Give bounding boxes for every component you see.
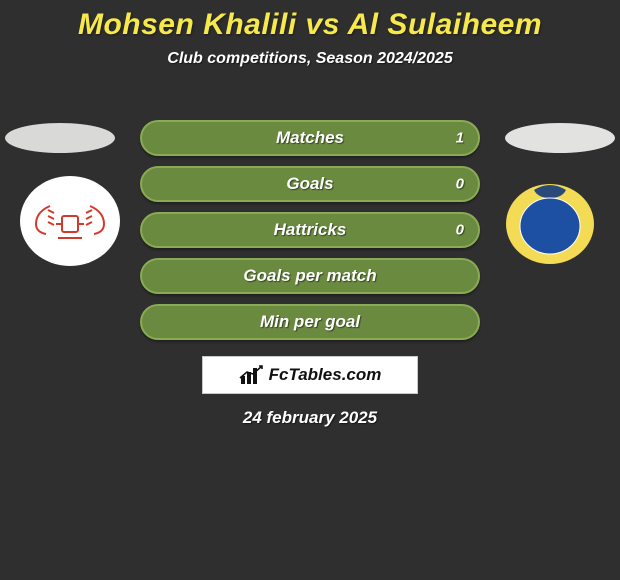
stat-right-value: 0 xyxy=(456,222,464,239)
trophy-wings-icon xyxy=(20,176,120,266)
stats-container: Matches 1 Goals 0 Hattricks 0 Goals per … xyxy=(140,120,480,350)
stat-pill-matches: Matches 1 xyxy=(140,120,480,156)
shield-crest-icon xyxy=(500,176,600,266)
club-badge-right xyxy=(500,176,600,266)
stat-pill-min-per-goal: Min per goal xyxy=(140,304,480,340)
watermark-box: FcTables.com xyxy=(202,356,418,394)
stat-right-value: 0 xyxy=(456,176,464,193)
stat-pill-goals: Goals 0 xyxy=(140,166,480,202)
flag-right xyxy=(505,123,615,153)
stat-label: Min per goal xyxy=(260,312,360,332)
generated-date: 24 february 2025 xyxy=(0,408,620,428)
stat-label: Goals per match xyxy=(243,266,376,286)
club-badge-left xyxy=(20,176,120,266)
stat-right-value: 1 xyxy=(456,130,464,147)
stat-label: Hattricks xyxy=(274,220,347,240)
season-subtitle: Club competitions, Season 2024/2025 xyxy=(0,50,620,68)
stat-pill-goals-per-match: Goals per match xyxy=(140,258,480,294)
stat-pill-hattricks: Hattricks 0 xyxy=(140,212,480,248)
flag-left xyxy=(5,123,115,153)
watermark-text: FcTables.com xyxy=(269,365,382,385)
stat-label: Goals xyxy=(286,174,333,194)
bar-chart-icon xyxy=(239,364,265,386)
page-title: Mohsen Khalili vs Al Sulaiheem xyxy=(0,0,620,42)
stat-label: Matches xyxy=(276,128,344,148)
